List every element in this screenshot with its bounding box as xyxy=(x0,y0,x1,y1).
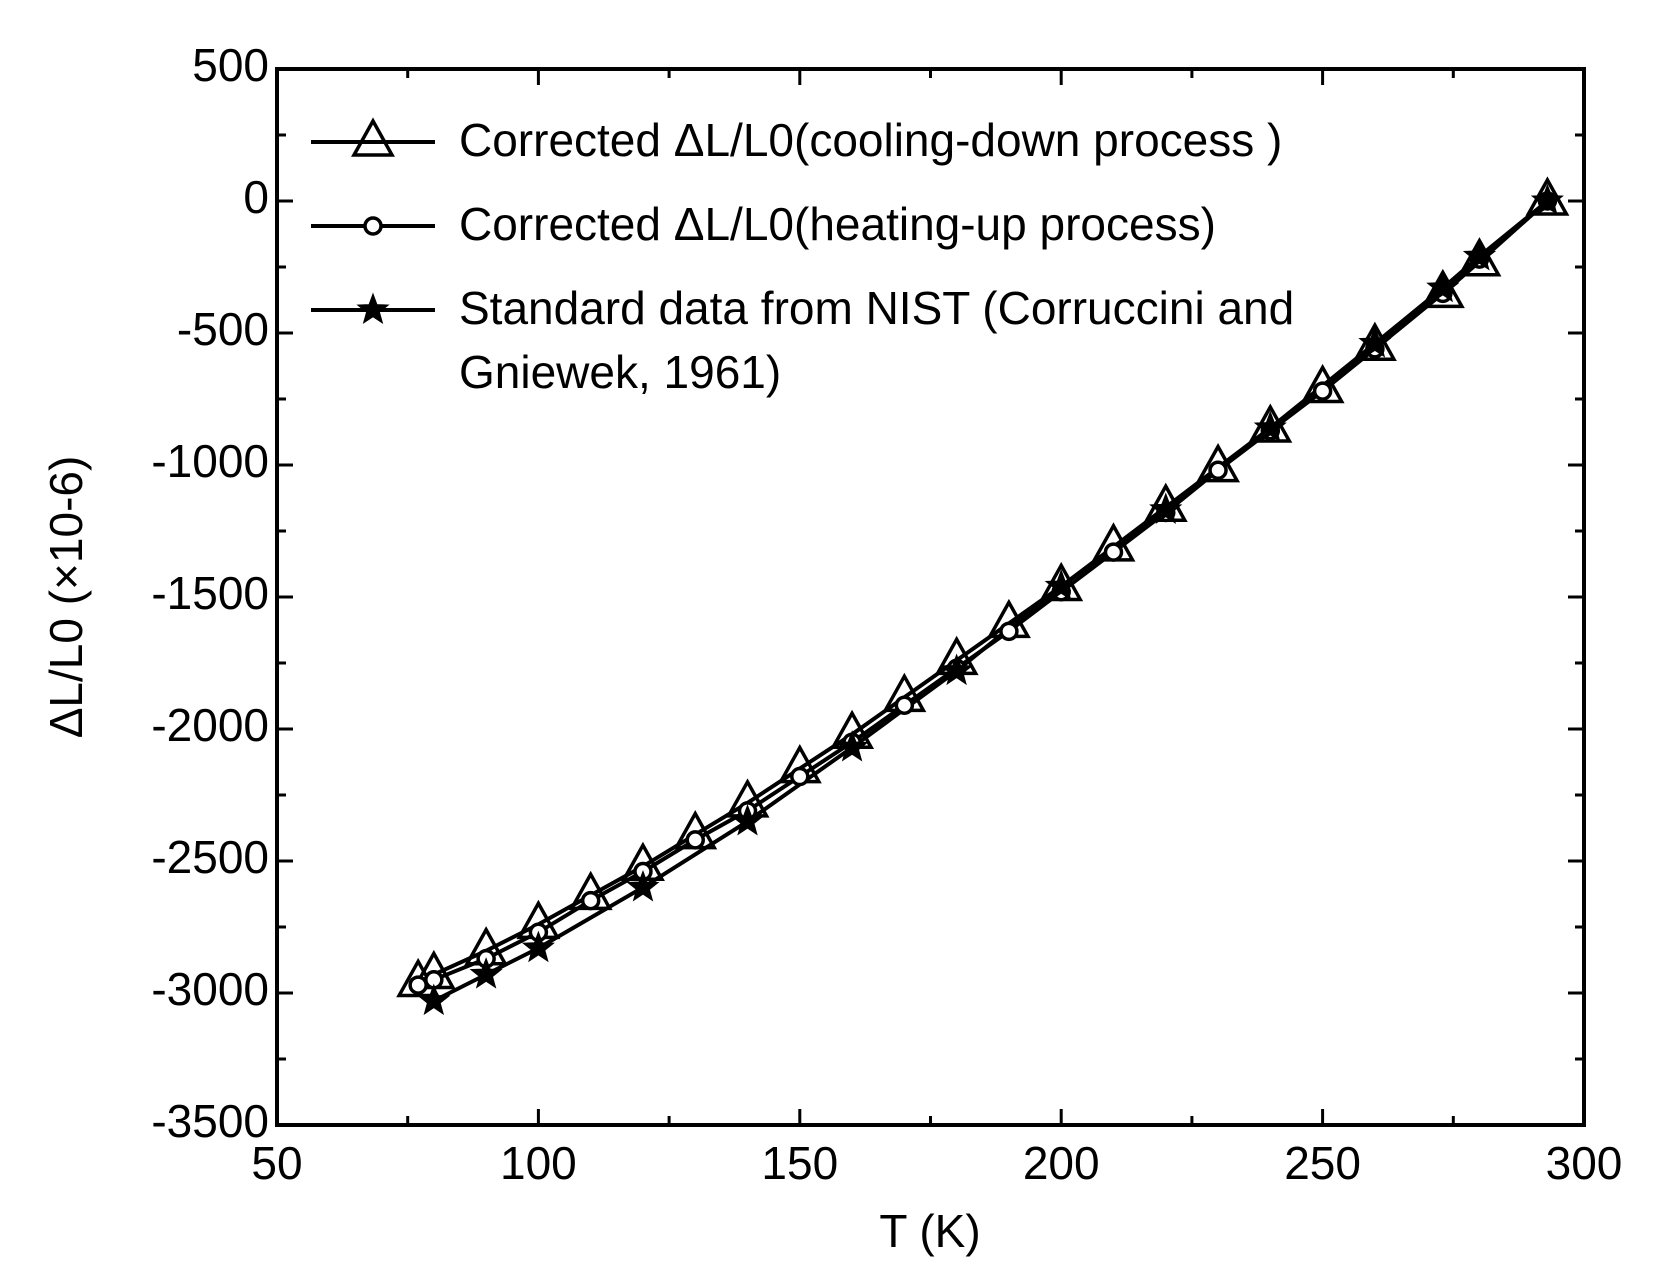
y-tick-label: -1500 xyxy=(151,567,269,619)
legend-swatch xyxy=(311,216,435,236)
y-tick-label: -2500 xyxy=(151,831,269,883)
y-tick-label: -3500 xyxy=(151,1095,269,1147)
legend: Corrected ΔL/L0(cooling-down process ) Co… xyxy=(311,108,1319,424)
circle-marker xyxy=(999,621,1019,642)
circle-marker xyxy=(1208,460,1228,481)
y-tick-label: -500 xyxy=(177,303,269,355)
legend-label: Corrected ΔL/L0(cooling-down process ) xyxy=(459,114,1283,166)
y-tick-label: 0 xyxy=(243,171,269,223)
x-tick-label: 100 xyxy=(500,1137,577,1189)
x-tick-label: 150 xyxy=(761,1137,838,1189)
legend-swatch xyxy=(311,117,435,157)
legend-entry: Corrected ΔL/L0(cooling-down process ) xyxy=(311,108,1319,172)
star-marker xyxy=(1358,326,1392,358)
plot-frame xyxy=(275,67,1586,1127)
circle-marker xyxy=(580,890,601,911)
triangle-marker xyxy=(1420,268,1465,309)
circle-marker xyxy=(894,695,915,715)
y-axis-label: ΔL/L0 (×10-6) xyxy=(40,456,92,739)
star-marker xyxy=(1426,270,1460,303)
star-marker xyxy=(1462,238,1497,271)
circle-marker xyxy=(408,975,428,995)
x-axis-label: T (K) xyxy=(879,1205,980,1257)
triangle-marker xyxy=(1196,443,1241,483)
circle-marker xyxy=(1312,381,1333,401)
legend-entry: Corrected ΔL/L0(heating-up process) xyxy=(311,192,1319,256)
star-marker xyxy=(626,869,660,902)
y-tick-label: -3000 xyxy=(151,963,269,1015)
circle-marker xyxy=(685,830,705,850)
triangle-marker xyxy=(351,117,395,157)
star-marker xyxy=(940,653,974,686)
x-tick-label: 300 xyxy=(1546,1137,1623,1189)
circle-marker xyxy=(790,766,810,787)
x-tick-label: 200 xyxy=(1023,1137,1100,1189)
star-marker xyxy=(1044,568,1078,601)
star-marker xyxy=(356,292,390,325)
star-marker xyxy=(1149,492,1183,524)
y-tick-label: -2000 xyxy=(151,699,269,751)
triangle-marker xyxy=(1300,363,1345,404)
legend-label: Standard data from NIST (Corruccini and … xyxy=(459,282,1295,398)
circle-marker xyxy=(1103,542,1124,562)
star-marker xyxy=(521,930,555,963)
legend-label: Corrected ΔL/L0(heating-up process) xyxy=(459,198,1216,250)
y-tick-label: -1000 xyxy=(151,435,269,487)
x-tick-label: 50 xyxy=(251,1137,302,1189)
legend-swatch xyxy=(311,292,435,325)
circle-marker xyxy=(363,216,383,236)
legend-entry: Standard data from NIST (Corruccini and … xyxy=(311,276,1319,404)
star-marker xyxy=(730,803,765,836)
y-tick-label: 500 xyxy=(192,39,269,91)
star-marker xyxy=(1253,410,1287,443)
star-marker xyxy=(1530,183,1564,216)
star-marker xyxy=(417,983,451,1016)
x-tick-label: 250 xyxy=(1284,1137,1361,1189)
star-marker xyxy=(835,730,869,762)
star-marker xyxy=(469,957,503,989)
